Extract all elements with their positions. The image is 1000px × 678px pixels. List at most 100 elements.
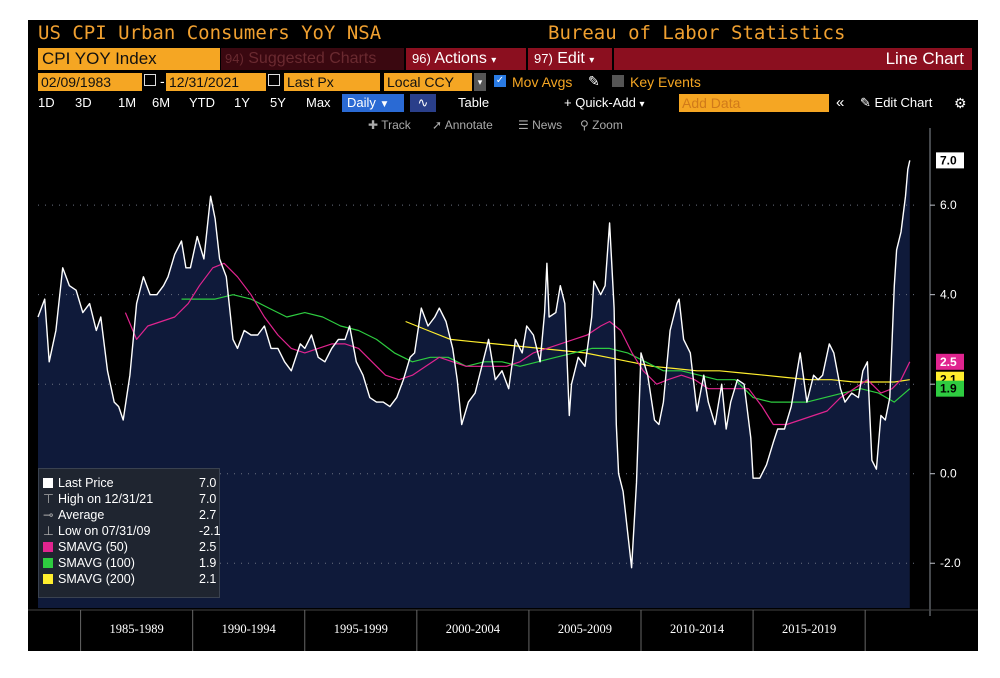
edit-chart-button[interactable]: ✎ Edit Chart [860,94,932,112]
zoom-tool[interactable]: ⚲ Zoom [580,116,623,134]
period-max[interactable]: Max [306,95,331,110]
period-1m[interactable]: 1M [118,95,137,110]
mov-avgs-checkbox[interactable]: ✓ [494,75,506,87]
legend-label: SMAVG (50) [58,540,128,554]
source-title: Bureau of Labor Statistics [548,22,846,44]
last-value-tag [936,152,964,169]
price-area-fill [38,160,910,608]
actions-menu[interactable]: 96) Actions ▾ [406,48,526,70]
period-ytd[interactable]: YTD [189,95,215,110]
chevron-down-icon: ▾ [491,55,497,66]
legend-value: 7.0 [199,476,217,490]
edit-menu[interactable]: 97) Edit ▾ [528,48,612,70]
x-tick-label: 2005-2009 [558,622,612,636]
last-value-tag-label: 1.9 [940,382,957,396]
pencil-icon: ✎ [860,95,871,110]
suggested-num: 94) [225,51,244,66]
legend-label: Low on 07/31/09 [58,524,151,538]
legend-value: -2.1 [199,524,221,538]
security-title: US CPI Urban Consumers YoY NSA [38,22,382,44]
news-icon: ☰ [518,118,529,132]
y-tick-label: -2.0 [940,556,961,570]
x-tick-label: 2000-2004 [446,622,501,636]
currency-select[interactable]: Local CCY [384,73,472,91]
calendar-icon[interactable] [268,74,280,86]
edit-num: 97) [534,51,553,66]
gear-icon[interactable]: ⚙ [954,95,967,111]
collapse-icon[interactable]: « [836,94,845,111]
add-data-input[interactable]: Add Data [679,94,829,112]
y-tick-label: 4.0 [940,288,957,302]
legend-row-low: ⊥ Low on 07/31/09 -2.1 [43,523,221,539]
key-events-checkbox[interactable] [612,75,624,87]
key-events-label: Key Events [630,74,701,90]
legend-label: Last Price [58,476,114,490]
news-tool[interactable]: ☰ News [518,116,562,134]
track-tool[interactable]: ✚ Track [368,116,411,134]
price-field-select[interactable]: Last Px [284,73,380,91]
legend-label: High on 12/31/21 [58,492,154,506]
annotate-label: Annotate [444,118,493,132]
legend-swatch [43,478,53,488]
calendar-icon[interactable] [144,74,156,86]
low-marker-icon: ⊥ [43,524,54,538]
chevron-down-icon[interactable]: ▾ [474,73,486,91]
x-tick-label: 1990-1994 [222,622,277,636]
line-chart-icon[interactable]: ∿ [410,94,436,112]
range-bar: 02/09/1983 - 12/31/2021 Last Px Local CC… [28,72,978,92]
quick-add-button[interactable]: + Quick-Add ▾ [564,94,645,112]
legend-value: 2.7 [199,508,217,522]
period-5y[interactable]: 5Y [270,95,286,110]
x-tick-label: 1985-1989 [110,622,164,636]
period-1y[interactable]: 1Y [234,95,250,110]
last-value-tag-label: 7.0 [940,153,957,167]
period-bar: 1D 3D 1M 6M YTD 1Y 5Y Max Daily ▼ ∿ Tabl… [28,94,978,114]
annotate-icon: ➚ [432,118,443,132]
y-tick-label: 0.0 [940,467,957,481]
zoom-label: Zoom [592,118,623,132]
suggested-charts-button[interactable]: 94) Suggested Charts [221,48,404,70]
legend-swatch [43,542,53,552]
x-tick-label: 1995-1999 [334,622,388,636]
high-marker-icon: ⊤ [43,492,54,506]
track-label: Track [381,118,411,132]
edit-chart-label: Edit Chart [874,95,933,110]
range-dash: - [160,73,165,89]
magnifier-icon: ⚲ [580,118,589,132]
series-line-smavg-200 [405,320,910,383]
suggested-label: Suggested Charts [248,50,377,67]
x-tick-label: 2010-2014 [670,622,725,636]
pencil-icon[interactable]: ✎ [588,73,600,89]
chevron-down-icon: ▾ [639,99,645,110]
period-3d[interactable]: 3D [75,95,92,110]
chart-tools-bar: ✚ Track ➚ Annotate ☰ News ⚲ Zoom [28,116,978,134]
ticker-field[interactable]: CPI YOY Index [38,48,220,70]
frequency-select[interactable]: Daily ▼ [342,94,404,112]
legend-label: Average [58,508,105,522]
x-tick-label: 2015-2019 [782,622,836,636]
period-6m[interactable]: 6M [152,95,171,110]
last-value-tag [936,380,964,397]
series-line-last-price [37,160,911,569]
legend-row-average: ⊸ Average 2.7 [43,507,216,523]
table-button[interactable]: Table [458,95,490,110]
chart-legend: Last Price 7.0 ⊤ High on 12/31/21 7.0 ⊸ Aver… [38,468,221,598]
legend-row-smavg200: SMAVG (200) 2.1 [43,571,216,587]
legend-row-smavg100: SMAVG (100) 1.9 [43,555,216,571]
legend-value: 7.0 [199,492,217,506]
legend-row-high: ⊤ High on 12/31/21 7.0 [43,491,216,507]
terminal-window: US CPI Urban Consumers YoY NSA Bureau of… [28,20,978,651]
frequency-label: Daily [347,95,376,110]
period-1d[interactable]: 1D [38,95,55,110]
legend-row-last-price: Last Price 7.0 [43,475,216,491]
actions-label: Actions [434,50,487,67]
cpi-chart[interactable]: 6.0 4.0 0.0 -2.0 7.0 2.5 2.1 1.9 1985-1989 1990-1… [28,20,978,651]
annotate-tool[interactable]: ➚ Annotate [432,116,493,134]
chevron-down-icon: ▾ [589,55,595,66]
end-date-field[interactable]: 12/31/2021 [166,73,266,91]
chart-type-label[interactable]: Line Chart [614,48,972,70]
start-date-field[interactable]: 02/09/1983 [38,73,142,91]
quick-add-label: + Quick-Add [564,95,636,110]
crosshair-icon: ✚ [368,118,379,132]
legend-row-smavg50: SMAVG (50) 2.5 [43,539,216,555]
